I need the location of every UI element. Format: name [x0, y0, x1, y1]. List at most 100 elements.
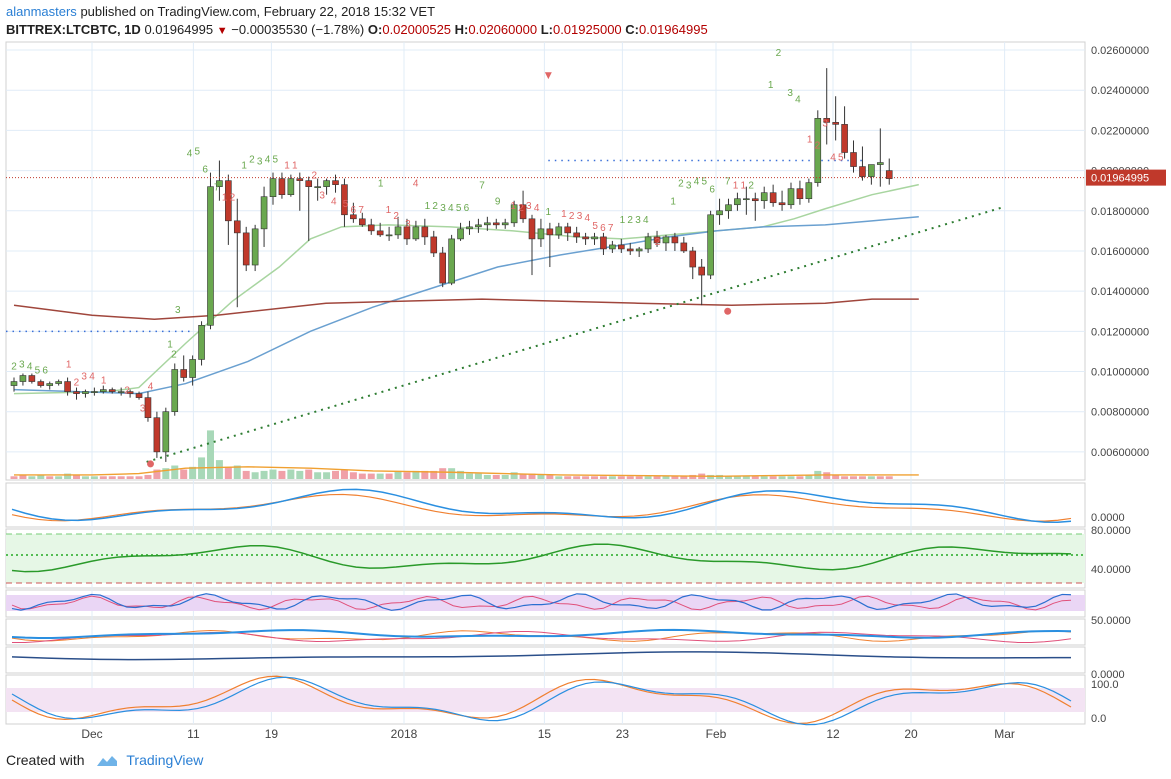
volume-bar — [349, 472, 357, 479]
volume-bar — [876, 476, 884, 479]
td-count-label-down: 4 — [830, 153, 836, 164]
candle-body — [769, 192, 777, 204]
osc-line-pink — [11, 595, 1072, 611]
candle-body — [412, 226, 420, 240]
candle-body — [707, 214, 714, 276]
td-count-label-up: 7 — [725, 177, 731, 188]
volume-bar — [885, 476, 893, 479]
volume-bar — [233, 465, 241, 479]
moving-average-line-2 — [13, 298, 919, 321]
volume-bar — [242, 470, 250, 479]
close-value: 0.01964995 — [639, 22, 708, 37]
volume-bar — [287, 469, 295, 479]
td-count-label-up: 4 — [694, 177, 700, 188]
candle-body — [877, 162, 884, 165]
td-count-label-down: 7 — [608, 223, 614, 234]
candle-body — [73, 391, 80, 394]
volume-bar — [99, 476, 107, 479]
candle-body — [484, 222, 491, 226]
td-count-label-up: 2 — [627, 215, 633, 226]
td-count-label-up: 7 — [479, 181, 485, 192]
candle-body — [841, 124, 848, 153]
low-marker-icon — [147, 460, 154, 468]
stoch-band — [6, 688, 1085, 712]
td-count-label-up: 1 — [546, 207, 552, 218]
candle-body — [394, 226, 402, 236]
volume-bar — [332, 470, 340, 479]
candle-body — [385, 234, 393, 237]
td-count-label-down: 4 — [148, 382, 154, 393]
td-count-label-down: 5 — [343, 199, 349, 210]
candle-body — [546, 228, 554, 236]
pane-frame-5 — [5, 646, 1086, 674]
td-count-label-down: 3 — [319, 191, 325, 202]
candle-body — [10, 381, 18, 386]
volume-bar — [376, 473, 384, 479]
change-arrow-icon: ▼ — [216, 25, 228, 37]
last-price-tag-text: 0.01964995 — [1091, 173, 1149, 185]
candle-body — [859, 166, 866, 177]
candle-body — [573, 232, 580, 238]
candle-body — [644, 236, 652, 250]
td-count-label-down: 1 — [222, 193, 228, 204]
stoch-tick-label: 0.0 — [1091, 713, 1106, 725]
td-count-label-up: 2 — [748, 181, 754, 192]
volume-bar — [90, 476, 98, 479]
candle-body — [37, 381, 45, 386]
volume-bar — [591, 476, 599, 479]
author-link[interactable]: alanmasters — [6, 4, 77, 19]
symbol-name[interactable]: BITTREX:LTCBTC, 1D — [6, 22, 141, 37]
volume-bar — [206, 430, 214, 479]
td-count-label-down: 1 — [807, 134, 813, 145]
candle-body — [689, 250, 697, 268]
volume-bar — [260, 470, 268, 479]
open-value: 0.02000525 — [382, 22, 452, 37]
candle-body — [475, 224, 482, 228]
candle-body — [805, 182, 813, 200]
y-tick-label: 0.00600000 — [1091, 447, 1149, 459]
td-count-label-down: 2 — [230, 193, 236, 204]
td-count-label-up: 2 — [432, 201, 438, 212]
volume-bar — [760, 476, 768, 479]
volume-bar — [796, 476, 804, 479]
candle-body — [618, 244, 625, 250]
candle-body — [671, 236, 679, 244]
td-count-label-down: 1 — [66, 359, 72, 370]
candle-body — [162, 411, 170, 453]
candle-body — [64, 381, 71, 392]
candle-body — [698, 266, 705, 276]
created-with-text: Created with — [6, 752, 85, 768]
tradingview-brand-link[interactable]: TradingView — [126, 752, 204, 768]
y-tick-label: 0.02600000 — [1091, 45, 1149, 57]
td-count-label-up: 6 — [709, 185, 715, 196]
volume-bar — [162, 468, 170, 479]
candle-body — [492, 222, 500, 226]
candle-body — [135, 393, 143, 398]
td-count-label-up: 3 — [635, 215, 641, 226]
volume-bar — [510, 472, 518, 479]
volume-ma-line — [14, 466, 919, 478]
candle-body — [278, 178, 286, 195]
candle-body — [823, 118, 831, 123]
td-count-label-down: 5 — [592, 221, 598, 232]
volume-bar — [439, 468, 447, 479]
td-count-label-down: 1 — [284, 161, 290, 172]
candle-body — [19, 375, 27, 382]
volume-bar — [412, 470, 420, 479]
candle-body — [885, 170, 893, 179]
macd-line — [11, 488, 1072, 524]
candle-body — [421, 226, 429, 238]
td-count-label-up: 4 — [265, 155, 271, 166]
td-count-label-up: 3 — [175, 305, 181, 316]
price-chart[interactable]: Dec 11 19 2018 15 23 Feb 12 20 Mar0.026000000.024… — [0, 40, 1171, 740]
candle-body — [117, 391, 125, 393]
volume-bar — [215, 460, 223, 479]
candle-body — [832, 122, 839, 125]
volume-bar — [528, 473, 536, 479]
volume-bar — [465, 473, 473, 479]
osc2-blue-line — [11, 628, 1072, 639]
candle-body — [501, 222, 509, 226]
td-count-label-down: 2 — [815, 140, 821, 151]
volume-bar — [805, 474, 813, 479]
candle-body — [743, 198, 750, 201]
